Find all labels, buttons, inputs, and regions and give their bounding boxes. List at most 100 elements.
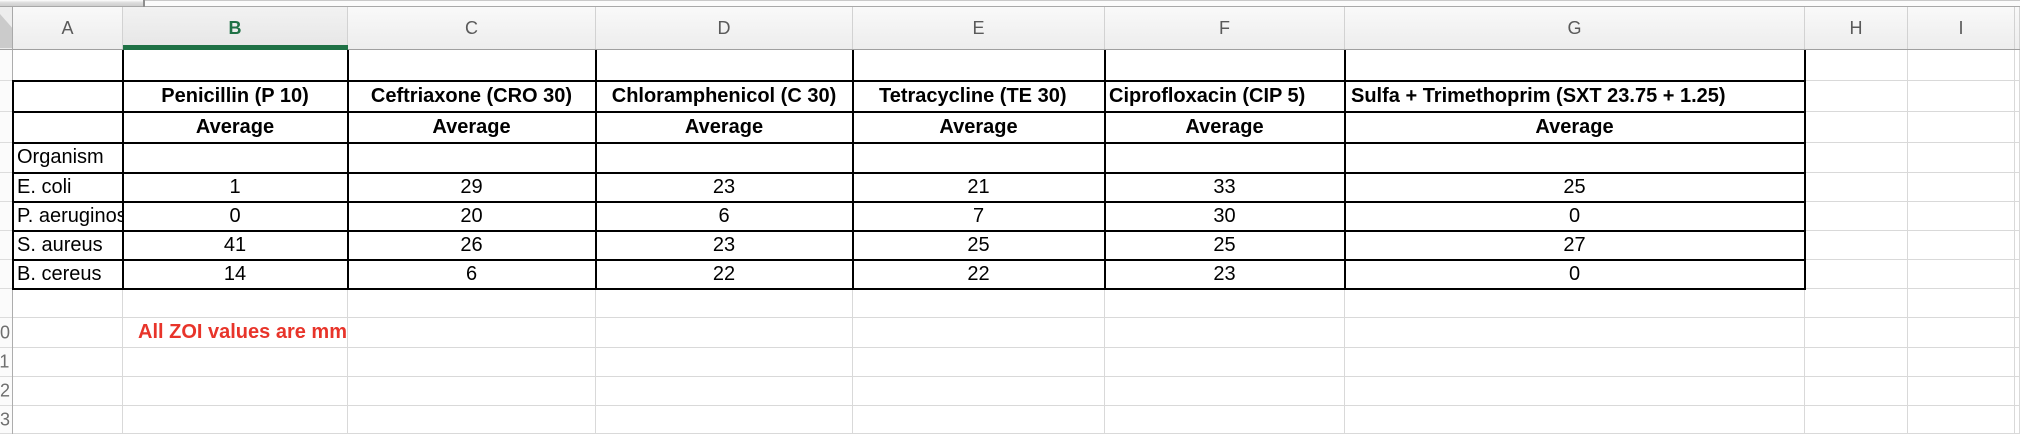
cell[interactable]	[1805, 173, 1908, 202]
organism-cell[interactable]: E. coli	[13, 173, 123, 202]
cell[interactable]	[13, 406, 123, 434]
row-header[interactable]	[0, 202, 12, 231]
cell[interactable]	[853, 50, 1105, 81]
cell[interactable]	[1805, 50, 1908, 81]
row-header-12[interactable]: 12	[0, 377, 12, 406]
average-cell[interactable]: Average	[596, 112, 853, 143]
value-cell[interactable]: 0	[123, 202, 348, 231]
antibiotic-header-cell[interactable]: Ciprofloxacin (CIP 5)	[1105, 81, 1345, 112]
cell[interactable]	[13, 112, 123, 143]
cell[interactable]	[596, 348, 853, 377]
value-cell[interactable]: 29	[348, 173, 596, 202]
cell[interactable]	[1805, 231, 1908, 260]
cell[interactable]	[1105, 406, 1345, 434]
cell[interactable]	[1908, 81, 2015, 112]
column-header-h[interactable]: H	[1805, 7, 1908, 49]
row-header-10[interactable]: 10	[0, 318, 12, 348]
column-header-a[interactable]: A	[13, 7, 123, 49]
cell[interactable]	[348, 50, 596, 81]
value-cell[interactable]: 33	[1105, 173, 1345, 202]
cell[interactable]	[1345, 348, 1805, 377]
cell[interactable]	[1805, 406, 1908, 434]
cell[interactable]	[853, 318, 1105, 348]
antibiotic-header-cell[interactable]: Tetracycline (TE 30)	[853, 81, 1105, 112]
cell[interactable]	[1908, 173, 2015, 202]
cell[interactable]	[2015, 202, 2020, 231]
cell[interactable]	[1805, 260, 1908, 289]
cell[interactable]	[13, 289, 123, 318]
cell[interactable]	[348, 406, 596, 434]
cell[interactable]	[1805, 289, 1908, 318]
value-cell[interactable]: 0	[1345, 202, 1805, 231]
cell[interactable]	[1105, 143, 1345, 173]
column-header-d[interactable]: D	[596, 7, 853, 49]
value-cell[interactable]: 23	[1105, 260, 1345, 289]
antibiotic-header-cell[interactable]: Penicillin (P 10)	[123, 81, 348, 112]
cell[interactable]	[2015, 289, 2020, 318]
cell[interactable]	[2015, 173, 2020, 202]
cell[interactable]	[13, 348, 123, 377]
cell[interactable]	[1105, 377, 1345, 406]
value-cell[interactable]: 14	[123, 260, 348, 289]
cell[interactable]	[1908, 377, 2015, 406]
organism-header-cell[interactable]: Organism	[13, 143, 123, 173]
value-cell[interactable]: 22	[853, 260, 1105, 289]
cell[interactable]	[1345, 50, 1805, 81]
value-cell[interactable]: 20	[348, 202, 596, 231]
formula-input-edge[interactable]	[145, 0, 2020, 7]
cell[interactable]	[13, 81, 123, 112]
cell[interactable]	[1908, 260, 2015, 289]
cell[interactable]	[1345, 289, 1805, 318]
value-cell[interactable]: 1	[123, 173, 348, 202]
cell[interactable]	[2015, 406, 2020, 434]
cell[interactable]	[13, 318, 123, 348]
cell[interactable]	[596, 50, 853, 81]
value-cell[interactable]: 30	[1105, 202, 1345, 231]
cell[interactable]	[596, 318, 853, 348]
value-cell[interactable]: 6	[348, 260, 596, 289]
cell[interactable]	[1805, 377, 1908, 406]
column-header-g[interactable]: G	[1345, 7, 1805, 49]
average-cell[interactable]: Average	[1105, 112, 1345, 143]
cell[interactable]	[123, 377, 348, 406]
cell[interactable]	[1908, 318, 2015, 348]
average-cell[interactable]: Average	[1345, 112, 1805, 143]
row-header[interactable]	[0, 143, 12, 173]
cell[interactable]	[1908, 202, 2015, 231]
cell[interactable]	[13, 377, 123, 406]
organism-cell[interactable]: P. aeruginosa	[13, 202, 123, 231]
row-header[interactable]	[0, 289, 12, 318]
cell[interactable]	[13, 50, 123, 81]
row-header[interactable]	[0, 231, 12, 260]
cell[interactable]	[1805, 202, 1908, 231]
antibiotic-header-cell[interactable]: Ceftriaxone (CRO 30)	[348, 81, 596, 112]
average-cell[interactable]: Average	[348, 112, 596, 143]
row-header-11[interactable]: 11	[0, 348, 12, 377]
cell[interactable]	[853, 143, 1105, 173]
row-header[interactable]	[0, 173, 12, 202]
value-cell[interactable]: 25	[1345, 173, 1805, 202]
cell[interactable]	[1805, 348, 1908, 377]
row-header[interactable]	[0, 260, 12, 289]
cell[interactable]	[1908, 406, 2015, 434]
cell[interactable]	[1908, 289, 2015, 318]
row-header[interactable]	[0, 112, 12, 143]
zoi-note-cell[interactable]: All ZOI values are mm	[123, 318, 348, 348]
cell[interactable]	[1805, 81, 1908, 112]
value-cell[interactable]: 21	[853, 173, 1105, 202]
row-header[interactable]	[0, 50, 12, 81]
cell[interactable]	[2015, 377, 2020, 406]
column-header-partial[interactable]	[2015, 7, 2020, 49]
cell[interactable]	[1345, 318, 1805, 348]
value-cell[interactable]: 27	[1345, 231, 1805, 260]
cell[interactable]	[1908, 112, 2015, 143]
average-cell[interactable]: Average	[123, 112, 348, 143]
cell[interactable]	[2015, 50, 2020, 81]
cell[interactable]	[853, 289, 1105, 318]
cell[interactable]	[2015, 112, 2020, 143]
cell[interactable]	[1105, 50, 1345, 81]
column-header-i[interactable]: I	[1908, 7, 2015, 49]
cell[interactable]	[596, 377, 853, 406]
value-cell[interactable]: 26	[348, 231, 596, 260]
value-cell[interactable]: 25	[853, 231, 1105, 260]
